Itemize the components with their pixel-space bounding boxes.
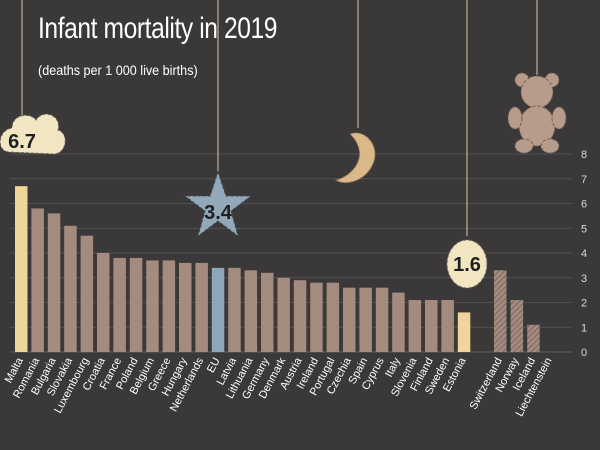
y-axis-ticks: 0 1 2 3 4 5 6 7 8 <box>581 149 587 359</box>
y-tick-label: 8 <box>581 149 587 161</box>
bars <box>15 186 540 352</box>
y-tick-label: 5 <box>581 223 587 235</box>
bar-greece <box>162 260 176 352</box>
bar-latvia <box>228 267 241 352</box>
bar-netherlands <box>195 262 208 352</box>
grid-lines <box>10 153 572 353</box>
bar-slovakia <box>64 225 77 352</box>
bar-eu <box>211 267 225 352</box>
teddy-bear-icon <box>507 72 567 154</box>
bar-austria <box>293 280 307 352</box>
bar-czechia <box>343 287 356 352</box>
bar-france <box>113 257 126 352</box>
category-labels: MaltaRomaniaBulgariaSlovakiaLuxembourgCr… <box>3 355 555 419</box>
bar-poland <box>129 257 143 352</box>
bar-croatia <box>97 253 110 352</box>
bar-luxembourg <box>80 235 94 352</box>
bar-norway <box>510 300 524 352</box>
bar-spain <box>359 287 372 352</box>
bar-lithuania <box>244 270 258 352</box>
star-icon <box>183 170 253 238</box>
bar-portugal <box>326 282 340 352</box>
bar-denmark <box>277 277 290 352</box>
eu-badge-label: 3.4 <box>204 202 233 224</box>
chart-subtitle: (deaths per 1 000 live births) <box>38 62 198 78</box>
bar-finland <box>425 300 438 352</box>
bar-slovenia <box>408 300 422 352</box>
y-tick-label: 0 <box>581 347 587 359</box>
bar-switzerland <box>494 270 507 352</box>
bar-ireland <box>310 282 323 352</box>
y-tick-label: 4 <box>581 248 587 260</box>
y-tick-label: 7 <box>581 174 587 186</box>
bar-malta <box>15 186 28 352</box>
bar-cyprus <box>375 287 389 352</box>
y-tick-label: 3 <box>581 273 587 285</box>
bar-iceland <box>527 324 540 352</box>
bar-belgium <box>146 260 159 352</box>
y-tick-label: 1 <box>581 322 587 334</box>
bar-estonia <box>457 312 471 352</box>
chart-title: Infant mortality in 2019 <box>38 12 278 45</box>
y-tick-label: 2 <box>581 298 587 310</box>
cloud-icon <box>0 113 66 155</box>
bar-romania <box>31 208 44 352</box>
y-tick-label: 6 <box>581 199 587 211</box>
bar-italy <box>392 292 405 352</box>
decorations <box>0 0 567 289</box>
bar-hungary <box>179 262 192 352</box>
moon-icon <box>334 132 376 184</box>
bar-sweden <box>441 300 454 352</box>
estonia-badge-label: 1.6 <box>453 254 481 276</box>
bar-bulgaria <box>47 213 61 352</box>
bar-germany <box>261 272 274 352</box>
estonia-badge-icon <box>446 239 488 289</box>
malta-badge-label: 6.7 <box>8 131 36 153</box>
